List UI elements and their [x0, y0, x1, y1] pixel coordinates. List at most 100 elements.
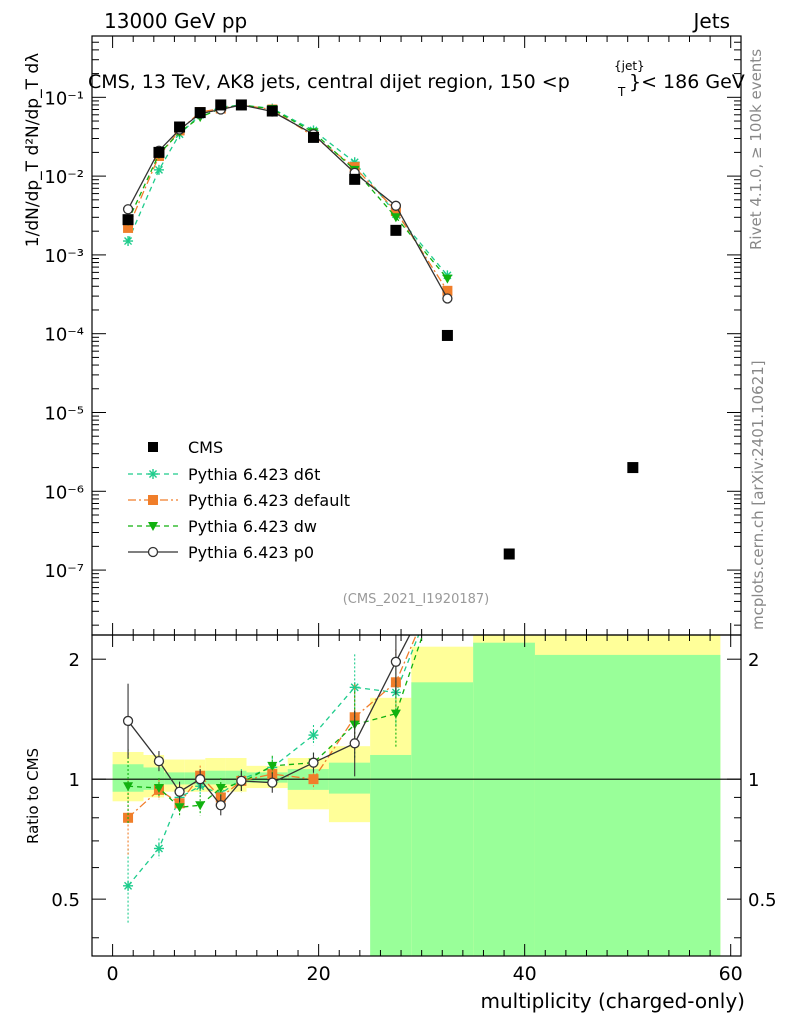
star-stroke — [124, 881, 133, 890]
ratio-point-2 — [195, 801, 206, 811]
y-tick-label: 10⁻⁶ — [44, 482, 84, 503]
energy-label: 13000 GeV pp — [104, 9, 247, 33]
x-tick-label: 60 — [719, 963, 743, 985]
legend-marker-1 — [148, 495, 158, 505]
ratio-point-2 — [390, 709, 401, 719]
star-stroke — [154, 844, 163, 853]
data-point — [349, 173, 361, 185]
legend-label-3: Pythia 6.423 p0 — [188, 543, 314, 562]
data-point — [441, 329, 453, 341]
data-point — [174, 121, 186, 133]
title-superscript: {jet} — [614, 59, 645, 73]
ratio-point-0 — [153, 843, 164, 854]
data-point — [307, 131, 319, 143]
band-inner-8 — [328, 762, 371, 794]
data-point — [235, 99, 247, 111]
uncertainty-band — [112, 635, 721, 956]
analysis-id: (CMS_2021_I1920187) — [343, 592, 490, 607]
legend-marker-3 — [147, 546, 159, 558]
y-axis-label: 1/dN/dp_T d²N/dp_T dλ — [23, 53, 43, 247]
ratio-point-3 — [153, 755, 165, 767]
band-inner-12 — [534, 654, 721, 956]
ratio-point-3 — [215, 800, 226, 811]
x-tick-label: 20 — [307, 963, 331, 985]
ratio-point-1 — [174, 798, 185, 809]
ratio-point-0 — [349, 682, 360, 693]
legend: CMS Pythia 6.423 d6t Pythia 6.423 default… — [128, 438, 350, 562]
ratio-point-3 — [195, 774, 206, 785]
star-stroke — [350, 683, 359, 692]
ratio-tick-label: 2 — [69, 650, 80, 671]
ratio-tick-label: 0.5 — [51, 890, 80, 911]
title-end: }< 186 GeV — [629, 71, 745, 93]
band-inner-4 — [205, 770, 226, 785]
y-tick-label: 10⁻¹ — [44, 88, 84, 109]
star-stroke — [124, 236, 133, 246]
mcplots-label: mcplots.cern.ch [arXiv:2401.10621] — [749, 360, 767, 630]
series-point-0 — [123, 236, 134, 247]
legend-marker-2 — [148, 522, 158, 531]
ratio-point-1 — [308, 774, 319, 785]
star-stroke — [309, 731, 318, 740]
ratio-point-3 — [236, 775, 247, 787]
ratio-axis-label: Ratio to CMS — [24, 748, 42, 844]
ratio-point-0 — [123, 880, 134, 891]
legend-entry-data: CMS — [148, 438, 223, 457]
legend-marker-0 — [148, 469, 158, 479]
y-tick-label: 10⁻³ — [44, 246, 84, 267]
x-axis-label: multiplicity (charged-only) — [480, 989, 745, 1013]
ratio-point-3 — [267, 777, 278, 788]
title-subscript: T — [617, 85, 626, 99]
ratio-point-3 — [174, 786, 185, 797]
series-point-2 — [442, 274, 453, 284]
legend-label-0: Pythia 6.423 d6t — [188, 465, 320, 484]
ratio-tick-label-right: 0.5 — [748, 890, 777, 911]
x-tick-label: 40 — [513, 963, 537, 985]
x-tick-label: 0 — [107, 963, 119, 985]
ratio-point-2 — [153, 784, 164, 794]
ratio-series-layer — [122, 635, 424, 924]
rivet-label: Rivet 4.1.0, ≥ 100k events — [747, 49, 765, 250]
data-point — [194, 107, 206, 119]
y-tick-label: 10⁻⁵ — [44, 403, 84, 424]
ratio-point-3 — [349, 738, 360, 749]
ratio-point-2 — [123, 782, 134, 792]
y-tick-label: 10⁻⁷ — [44, 561, 84, 582]
ratio-point-0 — [308, 730, 319, 741]
data-point — [215, 99, 227, 111]
ratio-tick-label: 1 — [69, 770, 80, 791]
series-point-3 — [122, 204, 134, 215]
band-inner-6 — [246, 772, 288, 783]
ratio-frame — [91, 634, 742, 957]
main-series-layer — [122, 99, 639, 560]
ratio-point-3 — [308, 757, 319, 768]
legend-label-data: CMS — [188, 438, 223, 457]
title-main: CMS, 13 TeV, AK8 jets, central dijet reg… — [88, 71, 570, 93]
data-point — [266, 105, 278, 117]
legend-label-1: Pythia 6.423 default — [188, 491, 350, 510]
star-stroke — [154, 165, 163, 174]
chart-title: CMS, 13 TeV, AK8 jets, central dijet reg… — [88, 59, 745, 99]
category-label: Jets — [692, 9, 730, 33]
data-point — [122, 214, 134, 226]
band-inner-9 — [370, 754, 412, 956]
legend-label-2: Pythia 6.423 dw — [188, 517, 317, 536]
ratio-point-3 — [122, 715, 134, 727]
ratio-point-2 — [267, 761, 278, 771]
series-point-3 — [390, 200, 402, 211]
ratio-point-3 — [390, 656, 402, 667]
band-inner-10 — [411, 682, 474, 956]
series-point-1 — [442, 285, 453, 296]
axis-ticks: 0 20 40 60 10⁻⁷ 10⁻⁶ 10⁻⁵ 10⁻⁴ 10⁻³ 10⁻² 10⁻¹ 0.5 0.… — [44, 36, 777, 985]
star-stroke — [148, 469, 158, 479]
band-inner-11 — [473, 642, 535, 956]
ratio-tick-label-right: 1 — [748, 770, 759, 791]
y-tick-label: 10⁻² — [44, 167, 84, 188]
data-point — [153, 146, 165, 158]
ratio-point-2 — [215, 784, 226, 794]
ratio-point-2 — [174, 803, 185, 813]
y-tick-label: 10⁻⁴ — [44, 325, 84, 346]
series-point-1 — [123, 222, 134, 233]
data-point — [503, 548, 515, 560]
